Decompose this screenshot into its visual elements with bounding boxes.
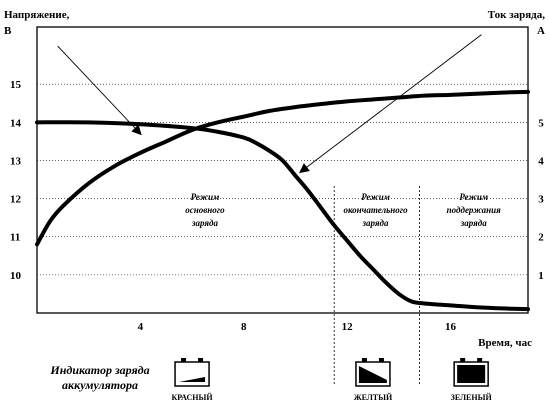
- x-tick-label: 8: [241, 321, 247, 333]
- plot-frame: [36, 26, 529, 314]
- x-tick-label: 16: [445, 321, 457, 333]
- battery-charge-low: [179, 377, 206, 382]
- series-current: [35, 120, 530, 312]
- y-left-tick-label: 10: [10, 270, 22, 282]
- indicator-title-line1: Индикатор заряда: [49, 363, 149, 377]
- indicator-title-line2: аккумулятора: [62, 378, 138, 392]
- indicator-full: ЗЕЛЕНЫЙ: [451, 358, 493, 402]
- phase-labels: Режим основного заряда Режим окончательного з…: [185, 192, 501, 228]
- indicator-low: КРАСНЫЙ: [171, 358, 213, 402]
- indicator-mid: ЖЕЛТЫЙ: [354, 358, 393, 402]
- y-right-ticks: 1 2 3 4 5: [538, 117, 544, 282]
- battery-terminal-left: [181, 358, 187, 362]
- phase-label-1: Режим окончательного заряда: [343, 192, 408, 228]
- phase-label-0: Режим основного заряда: [185, 192, 225, 228]
- y-left-tick-label: 15: [10, 79, 22, 91]
- phase-dividers: [333, 186, 420, 384]
- annotation-arrow-1: [298, 34, 482, 174]
- x-tick-label: 4: [138, 321, 144, 333]
- battery-terminal-left: [460, 358, 466, 362]
- y-left-tick-label: 11: [10, 232, 20, 244]
- grid-lines: [37, 83, 528, 276]
- indicator-label-2: ЗЕЛЕНЫЙ: [451, 393, 493, 402]
- battery-body: [174, 361, 210, 387]
- y-left-tick-label: 12: [10, 194, 22, 206]
- x-tick-label: 12: [342, 321, 354, 333]
- battery-terminal-left: [361, 358, 367, 362]
- battery-charge-full: [457, 365, 486, 383]
- annotation-arrows: [57, 34, 482, 174]
- y-right-tick-label: 5: [538, 117, 544, 129]
- battery-terminal-right: [198, 358, 204, 362]
- y-right-tick-label: 1: [538, 270, 544, 282]
- charge-indicator: Индикатор заряда аккумулятора КРАСНЫЙ ЖЕЛ…: [49, 358, 492, 402]
- y-left-tick-label: 14: [10, 117, 22, 129]
- y-left-label-line1: Напряжение,: [4, 9, 70, 21]
- x-ticks: 4 8 12 16: [138, 321, 457, 333]
- series-voltage: [35, 89, 530, 247]
- y-right-tick-label: 3: [538, 194, 544, 206]
- indicator-label-1: ЖЕЛТЫЙ: [354, 393, 393, 402]
- battery-terminal-right: [378, 358, 384, 362]
- annotation-arrow-0: [57, 45, 142, 136]
- y-right-tick-label: 4: [538, 155, 544, 167]
- y-left-tick-label: 13: [10, 155, 22, 167]
- y-right-label-line1: Ток заряда,: [488, 9, 545, 21]
- y-right-label-line2: А: [537, 25, 545, 37]
- phase-label-2: Режим поддержания заряда: [447, 192, 502, 228]
- battery-charge-mid: [358, 366, 387, 383]
- x-axis-label: Время, час: [478, 337, 532, 349]
- y-left-ticks: 10 11 12 13 14 15: [10, 79, 22, 282]
- indicator-label-0: КРАСНЫЙ: [171, 393, 213, 402]
- y-right-tick-label: 2: [538, 232, 544, 244]
- battery-terminal-right: [477, 358, 483, 362]
- y-left-label-line2: В: [4, 25, 12, 37]
